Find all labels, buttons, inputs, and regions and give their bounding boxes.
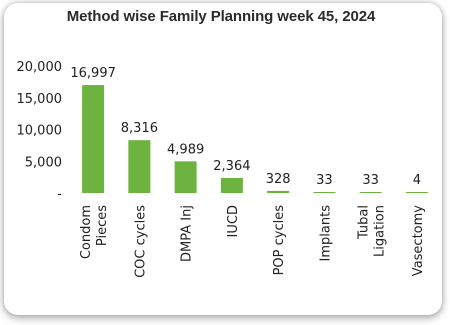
data-label: 2,364 — [213, 159, 250, 174]
category-label: POP cycles — [272, 205, 287, 276]
category-label: Tubal Ligation — [357, 205, 388, 257]
category-label: Implants — [318, 205, 333, 262]
data-labels-group: 16,997 8,316 4,989 2,364 328 33 33 4 — [70, 66, 421, 188]
bar — [128, 140, 151, 193]
category-label: Condom Pieces — [79, 205, 110, 259]
category-label-line: Condom — [79, 205, 94, 259]
category-label-line: Implants — [318, 205, 333, 262]
chart-card — [4, 3, 442, 315]
data-label: 33 — [316, 173, 333, 188]
y-tick-label: 20,000 — [17, 60, 63, 75]
bar — [313, 192, 336, 193]
category-label-line: Ligation — [373, 205, 388, 257]
data-label: 4,989 — [167, 142, 204, 157]
data-label: 4 — [413, 173, 421, 188]
bar — [267, 190, 290, 193]
data-label: 33 — [362, 173, 379, 188]
y-tick-label: 15,000 — [17, 92, 63, 107]
bar — [405, 192, 428, 193]
data-label: 328 — [266, 172, 291, 187]
y-axis: - 5,000 10,000 15,000 20,000 — [17, 60, 63, 202]
category-label: IUCD — [226, 205, 241, 237]
category-label: DMPA Inj — [180, 205, 195, 262]
data-label: 8,316 — [121, 121, 158, 136]
data-label: 16,997 — [70, 66, 116, 81]
y-tick-label: 5,000 — [25, 155, 62, 170]
category-label: COC cycles — [133, 205, 148, 278]
chart-title: Method wise Family Planning week 45, 202… — [66, 8, 376, 25]
category-label-line: DMPA Inj — [180, 205, 195, 262]
category-label-line: IUCD — [226, 205, 241, 237]
category-label-line: POP cycles — [272, 205, 287, 276]
y-tick-label: - — [57, 187, 62, 202]
bar — [82, 85, 105, 193]
bar — [174, 161, 197, 193]
bar — [359, 192, 382, 193]
category-label-line: COC cycles — [133, 205, 148, 278]
bars-group — [82, 85, 428, 193]
category-labels-group: Condom Pieces COC cycles DMPA Inj IUCD POP cy… — [79, 205, 426, 278]
category-label-line: Vasectomy — [411, 205, 426, 276]
bar — [220, 177, 243, 193]
category-label-line: Tubal — [357, 205, 372, 240]
category-label: Vasectomy — [411, 205, 426, 276]
y-tick-label: 10,000 — [17, 124, 63, 139]
category-label-line: Pieces — [95, 205, 110, 246]
